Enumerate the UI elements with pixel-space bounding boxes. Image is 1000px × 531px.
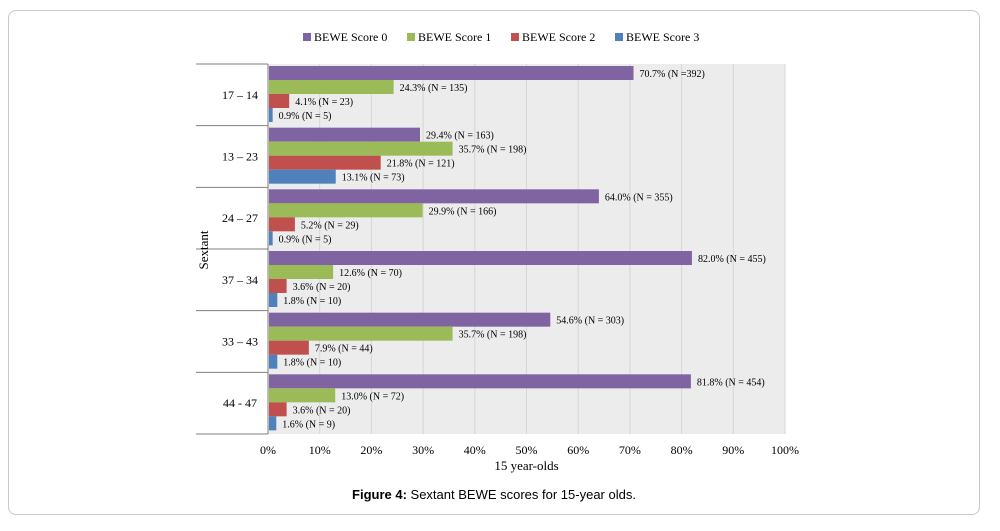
legend-swatch [407,33,415,41]
data-label: 7.9% (N = 44) [315,344,373,355]
y-tick-label: 17 – 14 [222,88,258,102]
data-label: 13.0% (N = 72) [341,391,404,402]
bar [269,169,336,184]
bar [269,203,423,218]
data-label: 24.3% (N = 135) [400,83,468,94]
data-label: 12.6% (N = 70) [339,268,402,279]
data-label: 21.8% (N = 121) [387,159,455,170]
data-label: 29.4% (N = 163) [426,131,494,142]
tick-labels: 0% 10% 20% 30% 40% 50% 60% 70% 80% 90% 100% 17 – 14… [222,88,799,457]
data-label: 1.8% (N = 10) [283,296,341,307]
bars [269,66,692,431]
bar [269,80,394,94]
data-label: 82.0% (N = 455) [698,254,766,265]
y-tick-label: 13 – 23 [222,150,258,164]
legend: BEWE Score 0 BEWE Score 1 BEWE Score 2 BEWE… [303,30,699,44]
y-tick-label: 33 – 43 [222,335,258,349]
legend-swatch [303,33,311,41]
data-label: 0.9% (N = 5) [279,234,332,245]
bar [269,293,278,307]
axes [196,63,269,435]
x-tick-label: 80% [671,443,693,457]
data-labels: 70.7% (N =392) 29.4% (N = 163) 64.0% (N = … [279,69,766,430]
bar [269,312,551,327]
data-label: 1.8% (N = 10) [283,358,341,369]
x-tick-label: 50% [516,443,538,457]
x-tick-label: 20% [360,443,382,457]
data-label: 3.6% (N = 20) [293,282,351,293]
y-axis-title: Sextant [196,230,211,269]
data-label: 1.6% (N = 9) [282,419,335,430]
x-tick-label: 100% [771,443,799,457]
bar [269,141,453,156]
bar [269,108,273,122]
bar [269,265,334,279]
bar [269,127,420,142]
data-label: 5.2% (N = 29) [301,220,359,231]
data-label: 81.8% (N = 454) [697,377,765,388]
bar [269,94,290,108]
data-label: 35.7% (N = 198) [459,330,527,341]
legend-swatch [511,33,519,41]
data-label: 64.0% (N = 355) [605,192,673,203]
data-label: 13.1% (N = 73) [342,173,405,184]
figure-caption: Figure 4: Sextant BEWE scores for 15-yea… [352,487,636,502]
bar [269,155,381,170]
bar [269,388,336,403]
legend-label: BEWE Score 3 [626,30,699,44]
x-tick-label: 0% [260,443,276,457]
legend-label: BEWE Score 0 [314,30,387,44]
x-tick-label: 70% [619,443,641,457]
legend-swatch [615,33,623,41]
bar [269,402,287,417]
y-tick-label: 24 – 27 [222,211,258,225]
bar [269,189,599,204]
data-label: 4.1% (N = 23) [295,97,353,108]
bar [269,231,273,246]
gridlines [319,64,786,434]
data-label: 35.7% (N = 198) [459,145,527,156]
bar [269,374,691,389]
y-tick-label: 37 – 34 [222,273,258,287]
bar [269,251,692,265]
x-tick-label: 40% [464,443,486,457]
data-label: 70.7% (N =392) [640,69,705,80]
legend-label: BEWE Score 1 [418,30,491,44]
x-tick-label: 60% [567,443,589,457]
caption-label: Figure 4: [352,487,407,502]
x-axis-title: 15 year-olds [494,458,558,473]
bar [269,340,309,355]
x-tick-label: 30% [412,443,434,457]
bar [269,416,277,431]
y-tick-label: 44 - 47 [223,396,257,410]
bar [269,326,453,341]
x-tick-label: 10% [309,443,331,457]
data-label: 29.9% (N = 166) [429,206,497,217]
bar [269,217,295,232]
bar [269,66,634,80]
data-label: 3.6% (N = 20) [293,405,351,416]
data-label: 0.9% (N = 5) [279,111,332,122]
caption-text: Sextant BEWE scores for 15-year olds. [407,487,636,502]
x-tick-label: 90% [722,443,744,457]
data-label: 54.6% (N = 303) [556,316,624,327]
bar [269,354,278,369]
legend-label: BEWE Score 2 [522,30,595,44]
bar [269,279,287,293]
